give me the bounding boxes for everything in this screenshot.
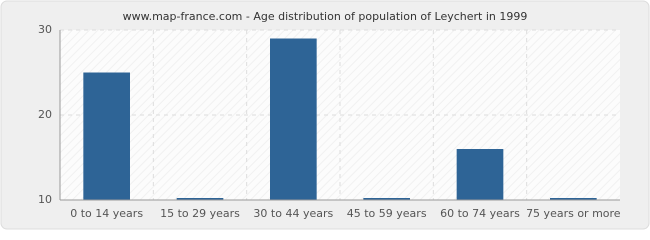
x-tick-label: 45 to 59 years xyxy=(347,207,427,220)
bar xyxy=(550,198,597,200)
bar xyxy=(270,38,317,200)
x-tick-label: 75 years or more xyxy=(526,207,621,220)
chart-title: www.map-france.com - Age distribution of… xyxy=(123,10,528,23)
x-tick-label: 30 to 44 years xyxy=(253,207,333,220)
x-tick-label: 15 to 29 years xyxy=(160,207,240,220)
bar xyxy=(83,72,130,200)
bar xyxy=(176,198,224,200)
bar xyxy=(363,198,410,200)
y-tick-label: 30 xyxy=(38,23,52,36)
y-tick-label: 10 xyxy=(38,193,52,206)
y-tick-label: 20 xyxy=(38,108,52,121)
x-tick-label: 60 to 74 years xyxy=(440,207,520,220)
chart: www.map-france.com - Age distribution of… xyxy=(0,0,650,230)
x-tick-label: 0 to 14 years xyxy=(70,207,143,220)
bar xyxy=(456,149,504,200)
